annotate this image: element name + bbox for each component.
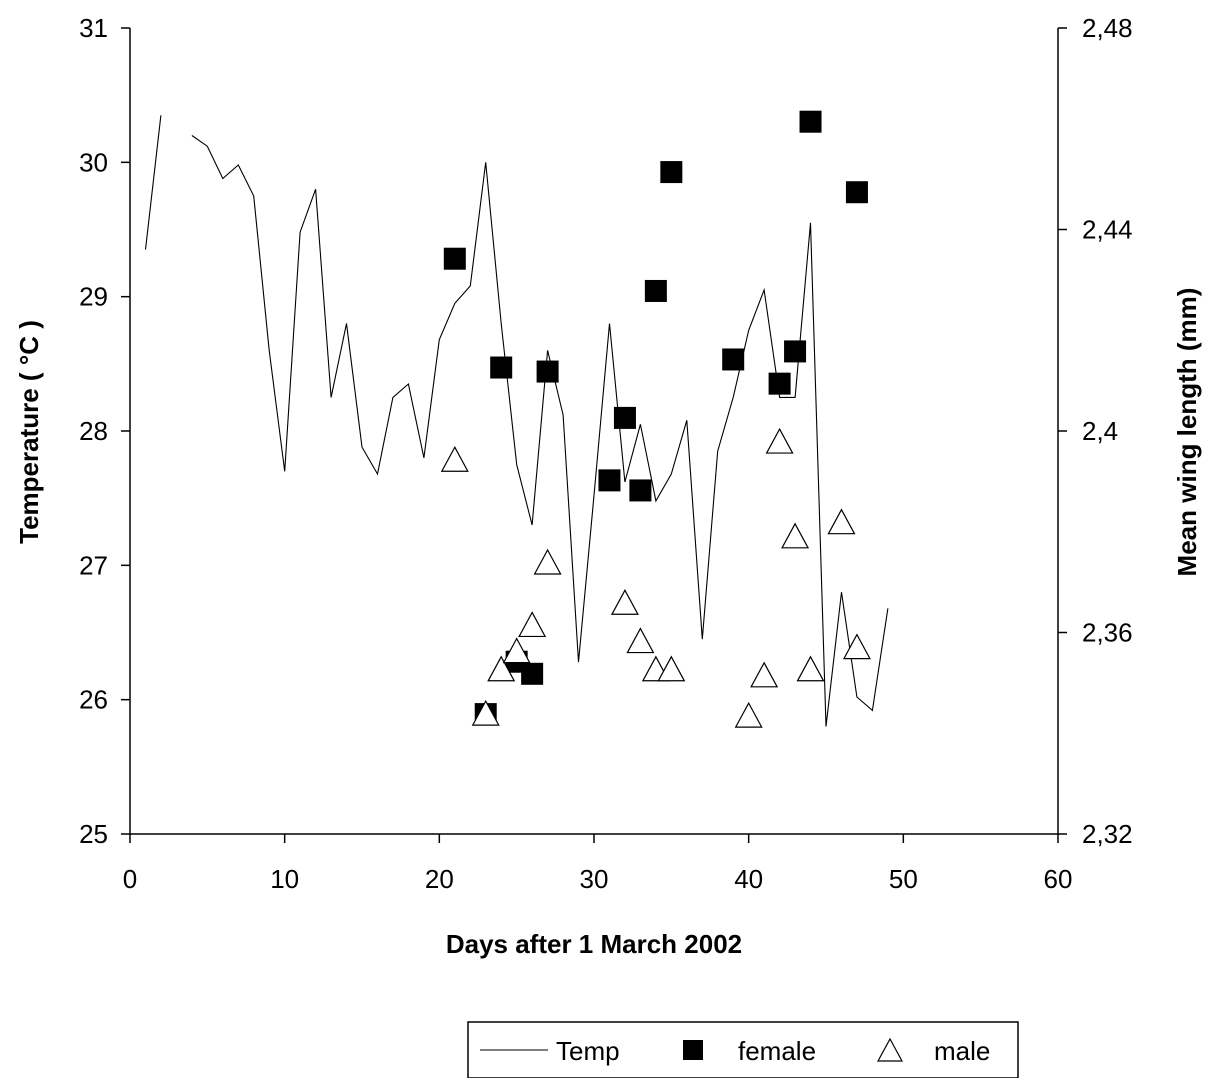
legend-temp-label: Temp xyxy=(556,1036,620,1066)
male-point xyxy=(781,522,810,549)
y-right-tick-label: 2,48 xyxy=(1082,13,1133,43)
male-point xyxy=(765,427,794,454)
male-point xyxy=(796,655,825,682)
y-right-tick-label: 2,44 xyxy=(1082,215,1133,245)
x-tick-label: 10 xyxy=(270,864,299,894)
y-right-tick-label: 2,4 xyxy=(1082,416,1118,446)
male-point xyxy=(734,701,763,728)
female-point xyxy=(443,247,466,270)
male-point xyxy=(657,655,686,682)
y-left-tick-label: 30 xyxy=(79,147,108,177)
y-right-tick-label: 2,32 xyxy=(1082,819,1133,849)
x-tick-label: 40 xyxy=(734,864,763,894)
y-right-tick-label: 2,36 xyxy=(1082,618,1133,648)
female-point xyxy=(768,372,791,395)
female-point xyxy=(536,360,559,383)
axes xyxy=(129,28,1059,835)
y-left-tick-label: 28 xyxy=(79,416,108,446)
male-point xyxy=(750,661,779,688)
female-point xyxy=(845,181,868,204)
x-tick-label: 60 xyxy=(1044,864,1073,894)
legend-male-swatch xyxy=(876,1037,904,1062)
male-point xyxy=(533,548,562,575)
female-point xyxy=(722,348,745,371)
x-tick-label: 50 xyxy=(889,864,918,894)
tick-marks xyxy=(121,27,1067,843)
legend-male-label: male xyxy=(934,1036,990,1066)
male-point xyxy=(827,508,856,535)
temp-line xyxy=(144,115,162,250)
female-point xyxy=(629,479,652,502)
male-point xyxy=(626,627,655,654)
x-axis-title: Days after 1 March 2002 xyxy=(446,929,742,959)
female-point xyxy=(613,406,636,429)
y-left-tick-label: 25 xyxy=(79,819,108,849)
x-tick-label: 0 xyxy=(123,864,137,894)
legend-female-swatch xyxy=(683,1040,703,1060)
y-left-tick-label: 31 xyxy=(79,13,108,43)
male-point xyxy=(440,445,469,472)
series-female xyxy=(443,110,868,726)
female-point xyxy=(660,161,683,184)
male-point xyxy=(471,699,500,726)
y-left-tick-label: 29 xyxy=(79,282,108,312)
legend: Temp female male xyxy=(467,1021,1019,1078)
female-point xyxy=(644,279,667,302)
male-point xyxy=(502,637,531,664)
temp-line xyxy=(191,135,889,727)
female-point xyxy=(521,662,544,685)
male-point xyxy=(487,655,516,682)
male-point xyxy=(842,633,871,660)
female-point xyxy=(598,469,621,492)
male-point xyxy=(518,611,547,638)
y-axis-left-title: Temperature ( °C ) xyxy=(14,320,44,544)
legend-box xyxy=(467,1021,1019,1078)
x-tick-label: 20 xyxy=(425,864,454,894)
legend-female-label: female xyxy=(738,1036,816,1066)
series-male xyxy=(440,427,871,728)
tick-labels: 0 10 20 30 40 50 60 25 26 27 28 29 30 31 2,32 2,36 2,4 2,… xyxy=(79,13,1133,894)
y-left-tick-label: 26 xyxy=(79,685,108,715)
y-axis-right-title: Mean wing length (mm) xyxy=(1172,288,1202,577)
female-point xyxy=(490,356,513,379)
x-tick-label: 30 xyxy=(580,864,609,894)
y-left-tick-label: 27 xyxy=(79,550,108,580)
female-point xyxy=(784,340,807,363)
series-temp xyxy=(144,115,889,727)
female-point xyxy=(799,110,822,133)
male-point xyxy=(610,589,639,615)
